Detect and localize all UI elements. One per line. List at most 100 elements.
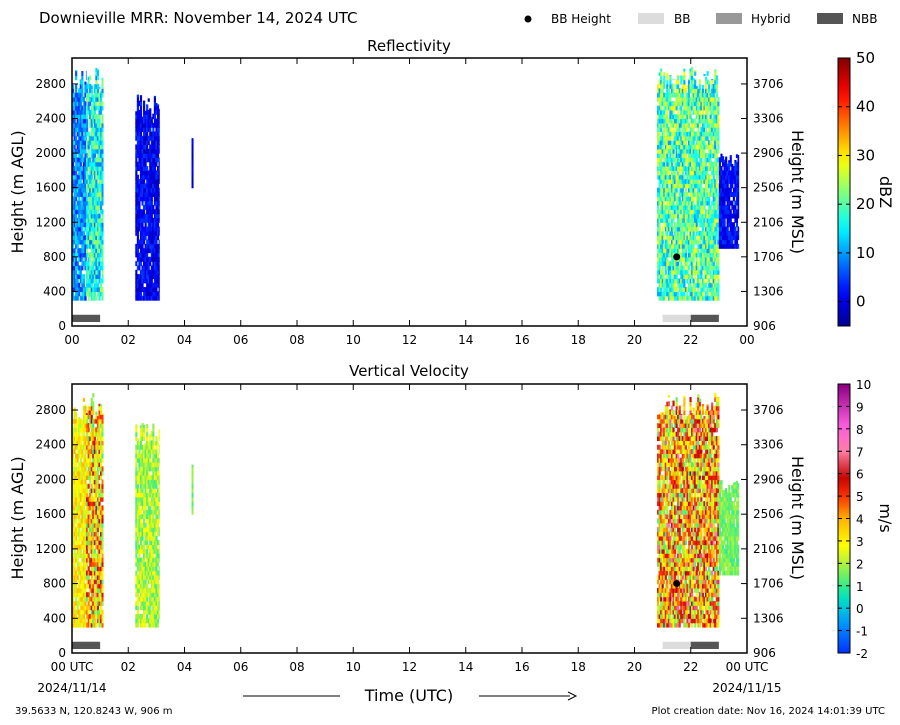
- heatmap-cell: [138, 183, 141, 189]
- heatmap-cell: [79, 179, 82, 184]
- vertical-velocity-plot-data: [72, 392, 740, 649]
- heatmap-cell: [101, 505, 104, 511]
- heatmap-cell: [73, 600, 76, 606]
- heatmap-cell: [84, 157, 87, 163]
- heatmap-cell: [82, 557, 85, 563]
- heatmap-cell: [686, 204, 689, 210]
- heatmap-cell: [666, 230, 669, 236]
- heatmap-cell: [86, 462, 89, 468]
- heatmap-cell: [96, 131, 100, 137]
- heatmap-cell: [715, 170, 718, 176]
- heatmap-cell: [709, 92, 712, 98]
- heatmap-cell: [691, 256, 694, 262]
- heatmap-cell: [78, 444, 81, 450]
- heatmap-cell: [677, 144, 680, 150]
- heatmap-cell: [79, 548, 82, 554]
- heatmap-cell: [712, 161, 715, 167]
- heatmap-cell: [141, 174, 144, 180]
- heatmap-cell: [87, 278, 90, 284]
- heatmap-cell: [701, 287, 705, 293]
- heatmap-cell: [95, 265, 98, 271]
- heatmap-cell: [89, 548, 92, 554]
- heatmap-cell: [98, 131, 101, 137]
- heatmap-cell: [720, 153, 723, 159]
- heatmap-cell: [687, 204, 691, 210]
- heatmap-cell: [698, 222, 701, 228]
- heatmap-cell: [82, 148, 85, 154]
- heatmap-cell: [692, 287, 695, 293]
- heatmap-cell: [657, 170, 660, 176]
- heatmap-cell: [663, 75, 666, 81]
- heatmap-cell: [684, 96, 687, 102]
- heatmap-cell: [709, 248, 712, 254]
- heatmap-cell: [90, 535, 93, 541]
- heatmap-cell: [672, 92, 675, 98]
- heatmap-cell: [678, 248, 681, 254]
- heatmap-cell: [680, 274, 683, 280]
- heatmap-cell: [664, 261, 667, 267]
- heatmap-cell: [678, 226, 681, 232]
- heatmap-cell: [76, 222, 79, 228]
- heatmap-cell: [89, 557, 92, 563]
- heatmap-cell: [76, 127, 79, 133]
- heatmap-cell: [156, 265, 160, 271]
- heatmap-cell: [87, 544, 90, 550]
- heatmap-cell: [711, 226, 714, 232]
- heatmap-cell: [90, 248, 93, 254]
- heatmap-cell: [686, 85, 689, 89]
- heatmap-cell: [75, 166, 78, 171]
- heatmap-cell: [661, 226, 664, 232]
- heatmap-cell: [82, 174, 85, 180]
- heatmap-cell: [86, 161, 89, 167]
- heatmap-cell: [139, 561, 143, 567]
- heatmap-cell: [683, 135, 686, 141]
- heatmap-cell: [73, 466, 76, 472]
- heatmap-cell: [150, 291, 153, 297]
- heatmap-cell: [700, 256, 703, 262]
- heatmap-cell: [79, 204, 82, 210]
- heatmap-cell: [677, 261, 680, 267]
- heatmap-cell: [147, 187, 150, 193]
- heatmap-cell: [694, 101, 697, 107]
- heatmap-cell: [725, 161, 728, 167]
- heatmap-cell: [735, 230, 739, 236]
- heatmap-cell: [669, 243, 672, 249]
- heatmap-cell: [101, 88, 104, 94]
- heatmap-cell: [681, 170, 684, 176]
- heatmap-cell: [135, 248, 138, 254]
- heatmap-cell: [697, 166, 700, 171]
- heatmap-cell: [660, 83, 663, 89]
- heatmap-cell: [669, 101, 672, 107]
- heatmap-cell: [681, 282, 684, 288]
- heatmap-cell: [84, 492, 87, 498]
- heatmap-cell: [670, 295, 674, 301]
- heatmap-cell: [737, 154, 740, 159]
- heatmap-cell: [729, 187, 732, 193]
- heatmap-cell: [89, 222, 92, 228]
- heatmap-cell: [711, 79, 714, 81]
- heatmap-cell: [697, 170, 700, 176]
- heatmap-cell: [669, 144, 672, 150]
- heatmap-cell: [700, 144, 703, 150]
- heatmap-cell: [93, 609, 96, 615]
- heatmap-cell: [98, 557, 101, 563]
- heatmap-cell: [96, 535, 100, 541]
- heatmap-cell: [689, 200, 692, 206]
- heatmap-cell: [158, 278, 160, 284]
- heatmap-cell: [732, 179, 735, 184]
- heatmap-cell: [694, 92, 697, 98]
- heatmap-cell: [141, 592, 144, 598]
- heatmap-cell: [79, 274, 82, 280]
- heatmap-cell: [661, 96, 664, 102]
- heatmap-cell: [89, 496, 92, 502]
- heatmap-cell: [694, 79, 697, 85]
- heatmap-cell: [79, 553, 82, 559]
- heatmap-cell: [155, 287, 158, 293]
- heatmap-cell: [728, 166, 731, 171]
- heatmap-cell: [717, 248, 720, 254]
- heatmap-cell: [734, 179, 737, 184]
- heatmap-cell: [155, 148, 158, 154]
- heatmap-cell: [703, 235, 706, 241]
- heatmap-cell: [139, 248, 143, 254]
- heatmap-cell: [701, 226, 705, 232]
